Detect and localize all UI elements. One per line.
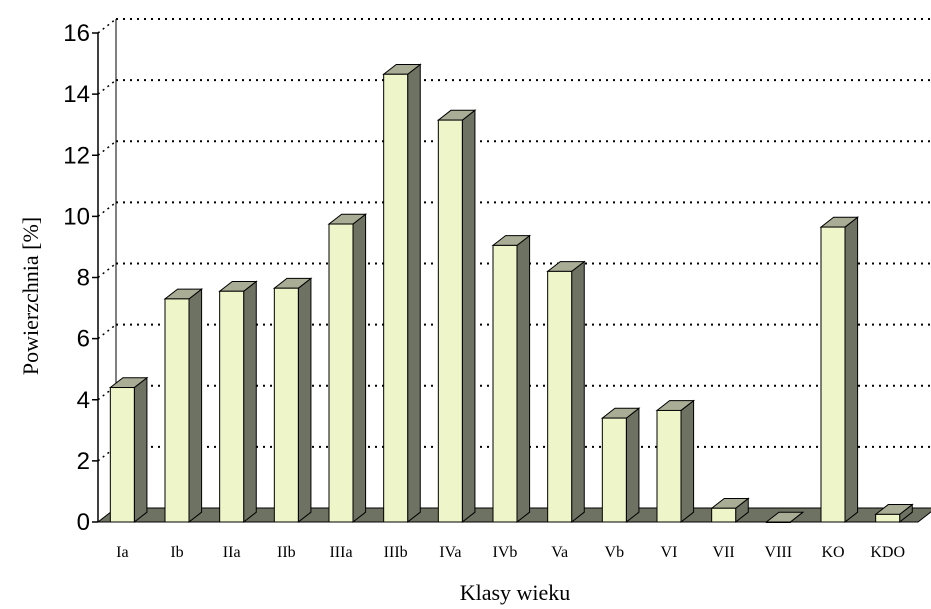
bar [163,288,204,524]
bar-side [844,216,859,524]
gridline-side [97,201,117,217]
y-tick-label: 8 [77,265,90,292]
gridline-side [97,18,117,34]
y-tick-label: 0 [77,509,90,536]
bar [764,511,805,523]
bar [874,503,914,524]
x-tick-label: Vb [605,544,625,561]
bar-side [461,109,476,524]
y-tick-label: 4 [77,387,90,414]
bar-front [109,387,135,523]
bar-side [188,288,203,524]
bar-front [820,226,846,523]
y-axis-title: Powierzchnia [%] [18,217,43,375]
x-tick-label: IIa [223,544,241,561]
bar-side [133,376,148,524]
bar [600,407,641,524]
bar-side [571,260,585,524]
gridline-side [97,324,117,340]
bar-side [625,407,640,524]
bar [710,497,750,524]
bar-front [219,290,245,523]
bar-side [516,234,531,524]
bar [546,260,586,524]
gridline-side [97,140,117,156]
bar [491,234,532,524]
y-tick-label: 14 [63,81,90,108]
x-axis-title: Klasy wieku [460,580,571,605]
bar-front [273,287,299,523]
bar-side [680,399,695,524]
y-tick-label: 6 [77,326,90,353]
x-tick-label: KDO [870,544,905,561]
x-tick-labels: Ia Ib IIa IIb IIIa IIIb IVa IVb Va Vb VI VII VIII KO K… [116,544,905,561]
bar-front [765,521,791,523]
bar-side [407,63,421,524]
bar [819,216,860,524]
bar-side [243,280,257,524]
x-tick-label: Va [551,544,568,561]
bar-front [656,409,682,523]
x-tick-label: Ia [116,544,128,561]
bar [655,399,696,524]
gridline-side [97,79,117,95]
bars [108,63,914,524]
x-tick-label: IIIb [384,544,408,561]
x-tick-label: KO [821,544,844,561]
bar [327,213,368,524]
y-tick-label: 2 [77,448,90,475]
bar [382,63,422,524]
x-tick-label: IVa [439,544,461,561]
bar-front [383,73,409,523]
x-tick-label: IVb [493,544,518,561]
bar-front [875,513,901,523]
bar [218,280,258,524]
bar-front [547,270,573,523]
x-tick-label: IIb [277,544,296,561]
bar-front [437,119,463,523]
y-tick-label: 10 [63,203,90,230]
bar-front [328,223,354,523]
bar [436,109,477,524]
y-tick-label: 16 [63,20,90,47]
bar-front [492,244,518,523]
x-tick-label: VII [713,544,735,561]
bar-side [352,213,367,524]
x-tick-label: VI [661,544,678,561]
gridline-side [97,262,117,279]
bar-front [711,507,737,523]
x-tick-label: IIIa [329,544,352,561]
y-tick-labels: 0 2 4 6 8 10 12 14 16 [63,20,90,536]
bar-front [601,417,627,523]
x-tick-label: Ib [170,544,183,561]
bar [272,277,313,524]
bar-side [297,277,312,524]
bar [108,376,149,524]
x-tick-label: VIII [765,544,793,561]
bar-front [164,298,190,523]
y-tick-label: 12 [63,142,90,169]
